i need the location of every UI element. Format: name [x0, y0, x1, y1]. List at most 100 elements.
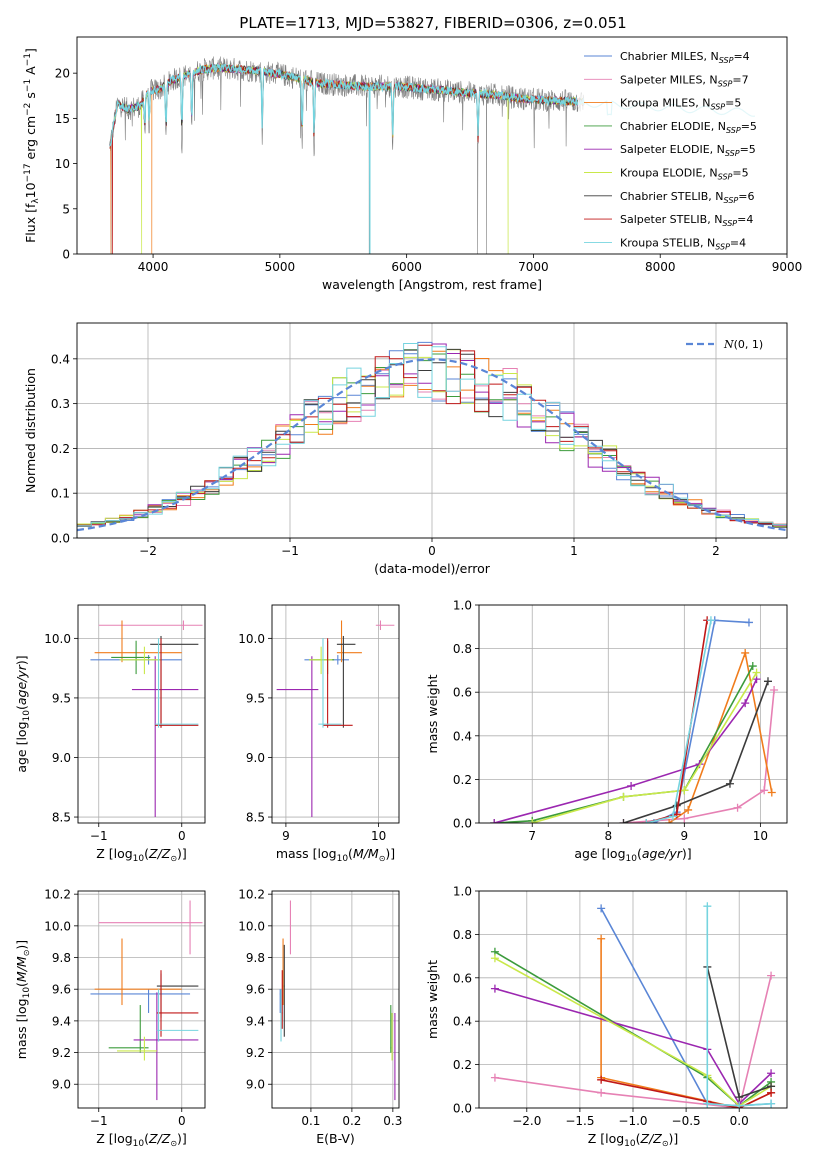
- weight_vs_age-xtick-label: 10: [753, 829, 768, 843]
- weight_vs_Z-xtick-label: −1.5: [565, 1114, 594, 1128]
- mass_vs_ebv-ytick-label: 9.4: [246, 1014, 265, 1028]
- weight-marker: [490, 954, 499, 963]
- weight_vs_Z-ytick-label: 0.6: [453, 971, 472, 985]
- legend-entry: Kroupa ELODIE, NSSP=5: [620, 167, 749, 182]
- weight-marker: [767, 1099, 776, 1108]
- age_vs_Z-xlabel: Z [log10(Z/Z⊙)]: [96, 846, 187, 864]
- weight-line-4: [493, 678, 758, 823]
- weight_vs_age-frame: [478, 604, 788, 824]
- age_vs_mass-ytick-label: 8.5: [246, 811, 265, 825]
- mass_vs_ebv-ytick-label: 10.2: [238, 888, 265, 902]
- residuals-ytick-label: 0.2: [51, 442, 70, 456]
- legend-entry: Chabrier MILES, NSSP=4: [620, 50, 750, 65]
- legend-entry: Chabrier STELIB, NSSP=6: [620, 190, 754, 205]
- weight-marker: [767, 1069, 776, 1078]
- age_vs_Z-xtick-label: −1: [90, 829, 108, 843]
- mass_vs_ebv-xtick-label: 0.2: [342, 1114, 361, 1128]
- weight-marker: [597, 1075, 606, 1084]
- weight-marker: [619, 792, 628, 801]
- weight-marker: [767, 1088, 776, 1097]
- spectrum-xtick-label: 5000: [265, 260, 296, 274]
- weight_vs_Z-xtick-label: 0.0: [730, 1114, 749, 1128]
- weight-marker: [627, 781, 636, 790]
- weight-marker: [748, 662, 757, 671]
- weight_vs_Z-ytick-label: 0.4: [453, 1015, 472, 1029]
- weight-marker: [703, 902, 712, 911]
- mass_vs_Z-ylabel: mass [log10(M/M⊙)]: [14, 940, 32, 1059]
- weight_vs_age-ytick-label: 0.2: [453, 773, 472, 787]
- age_vs_Z-ytick-label: 9.5: [52, 691, 71, 705]
- spectrum-ytick-label: 10: [55, 157, 70, 171]
- weight-marker: [490, 1073, 499, 1082]
- legend-entry-normal: N(0, 1): [723, 338, 763, 351]
- weight-marker: [741, 699, 750, 708]
- age_vs_mass-ytick-label: 9.0: [246, 751, 265, 765]
- weight-marker: [597, 934, 606, 943]
- mass_vs_ebv-xtick-label: 0.3: [383, 1114, 402, 1128]
- weight_vs_age-plot-area: [490, 616, 779, 823]
- mass_vs_Z-ytick-label: 9.0: [52, 1078, 71, 1092]
- residual-histogram-kroupa-stelib: [77, 343, 787, 538]
- age_vs_Z-ylabel: age [log10(age/yr)]: [14, 655, 32, 772]
- mass_vs_ebv-frame: [271, 890, 400, 1109]
- age_vs_mass-frame: [271, 604, 400, 824]
- mass_vs_Z-xtick-label: 0: [178, 1114, 186, 1128]
- weight_vs_age-ytick-label: 1.0: [453, 599, 472, 613]
- weight-marker: [668, 812, 677, 821]
- age_vs_mass-xlabel: mass [log10(M/M⊙)]: [276, 846, 395, 864]
- weight-marker: [490, 984, 499, 993]
- figure-title: PLATE=1713, MJD=53827, FIBERID=0306, z=0…: [239, 14, 626, 32]
- mass_vs_ebv-ytick-label: 9.6: [246, 983, 265, 997]
- weight-line-5: [531, 672, 758, 823]
- weight_vs_Z-xlabel: Z [log10(Z/Z⊙)]: [588, 1131, 679, 1149]
- weight-marker: [680, 814, 689, 823]
- weight-marker: [665, 819, 674, 823]
- residuals-ytick-label: 0.3: [51, 397, 70, 411]
- weight-line-1: [494, 975, 772, 1108]
- spectrum-ytick-label: 5: [62, 202, 70, 216]
- weight_vs_Z-xtick-label: −1.0: [618, 1114, 647, 1128]
- weight-marker: [767, 971, 776, 980]
- residuals-xtick-label: −2: [139, 544, 157, 558]
- normal-distribution-curve: [77, 358, 787, 532]
- spectrum-xtick-label: 8000: [645, 260, 676, 274]
- weight-marker: [735, 1101, 744, 1108]
- legend-entry: Kroupa STELIB, NSSP=4: [620, 236, 746, 251]
- weight_vs_Z-ylabel: mass weight: [425, 960, 440, 1039]
- weight_vs_age-ytick-label: 0.4: [453, 729, 472, 743]
- spectrum-xtick-label: 4000: [138, 260, 169, 274]
- spectrum-xtick-label: 7000: [518, 260, 549, 274]
- mass_vs_Z-plot-area: [90, 900, 203, 1101]
- weight_vs_Z-xtick-label: −0.5: [672, 1114, 701, 1128]
- weight_vs_Z-ytick-label: 0.2: [453, 1058, 472, 1072]
- legend-entry: Salpeter ELODIE, NSSP=5: [620, 143, 756, 158]
- age_vs_Z-plot-area: [90, 620, 203, 818]
- age_vs_mass-ytick-label: 10.0: [238, 632, 265, 646]
- age_vs_Z-panel: −1 0 8.5 9.0 9.5 10.0 Z [log10(Z/Z⊙)] age [log1…: [14, 604, 206, 864]
- weight-marker: [597, 904, 606, 913]
- spectrum-ylabel: Flux [fλ10−17 erg cm−2 s−1 A−1]: [23, 48, 41, 243]
- age_vs_Z-ytick-label: 10.0: [44, 632, 71, 646]
- weight_vs_age-panel: 7 8 9 10 0.0 0.2 0.4 0.6 0.8 1.0 age [log10(age/yr…: [425, 599, 788, 864]
- spectrum-legend: Chabrier MILES, NSSP=4 Salpeter MILES, NS…: [578, 44, 783, 251]
- mass_vs_Z-ytick-label: 9.6: [52, 983, 71, 997]
- weight-marker: [490, 819, 499, 823]
- weight-marker: [642, 819, 651, 823]
- age_vs_mass-xtick-label: 9: [282, 829, 290, 843]
- weight-marker: [528, 819, 537, 823]
- mass_vs_ebv-ytick-label: 9.2: [246, 1046, 265, 1060]
- mass_vs_ebv-ytick-label: 10.0: [238, 919, 265, 933]
- weight-marker: [597, 1088, 606, 1097]
- spectrum-ytick-label: 20: [55, 67, 70, 81]
- spectrum-panel: 4000 5000 6000 7000 8000 9000 0 5 10 15 20 waveleng…: [23, 36, 802, 292]
- mass_vs_Z-panel: −1 0 9.0 9.2 9.4 9.6 9.8 10.0 10.2 Z [log10(Z/Z⊙)…: [14, 888, 206, 1149]
- legend-entry: Chabrier ELODIE, NSSP=5: [620, 120, 757, 135]
- weight-marker: [733, 803, 742, 812]
- legend-entry: Kroupa MILES, NSSP=5: [620, 97, 741, 112]
- weight_vs_age-xlabel: age [log10(age/yr)]: [574, 846, 691, 864]
- mass_vs_ebv-panel: 0.1 0.2 0.3 9.0 9.2 9.4 9.6 9.8 10.0 10.2 E(B-V): [238, 888, 402, 1146]
- weight-marker: [680, 786, 689, 795]
- mass_vs_ebv-ytick-label: 9.0: [246, 1078, 265, 1092]
- weight-line-4: [494, 987, 772, 1105]
